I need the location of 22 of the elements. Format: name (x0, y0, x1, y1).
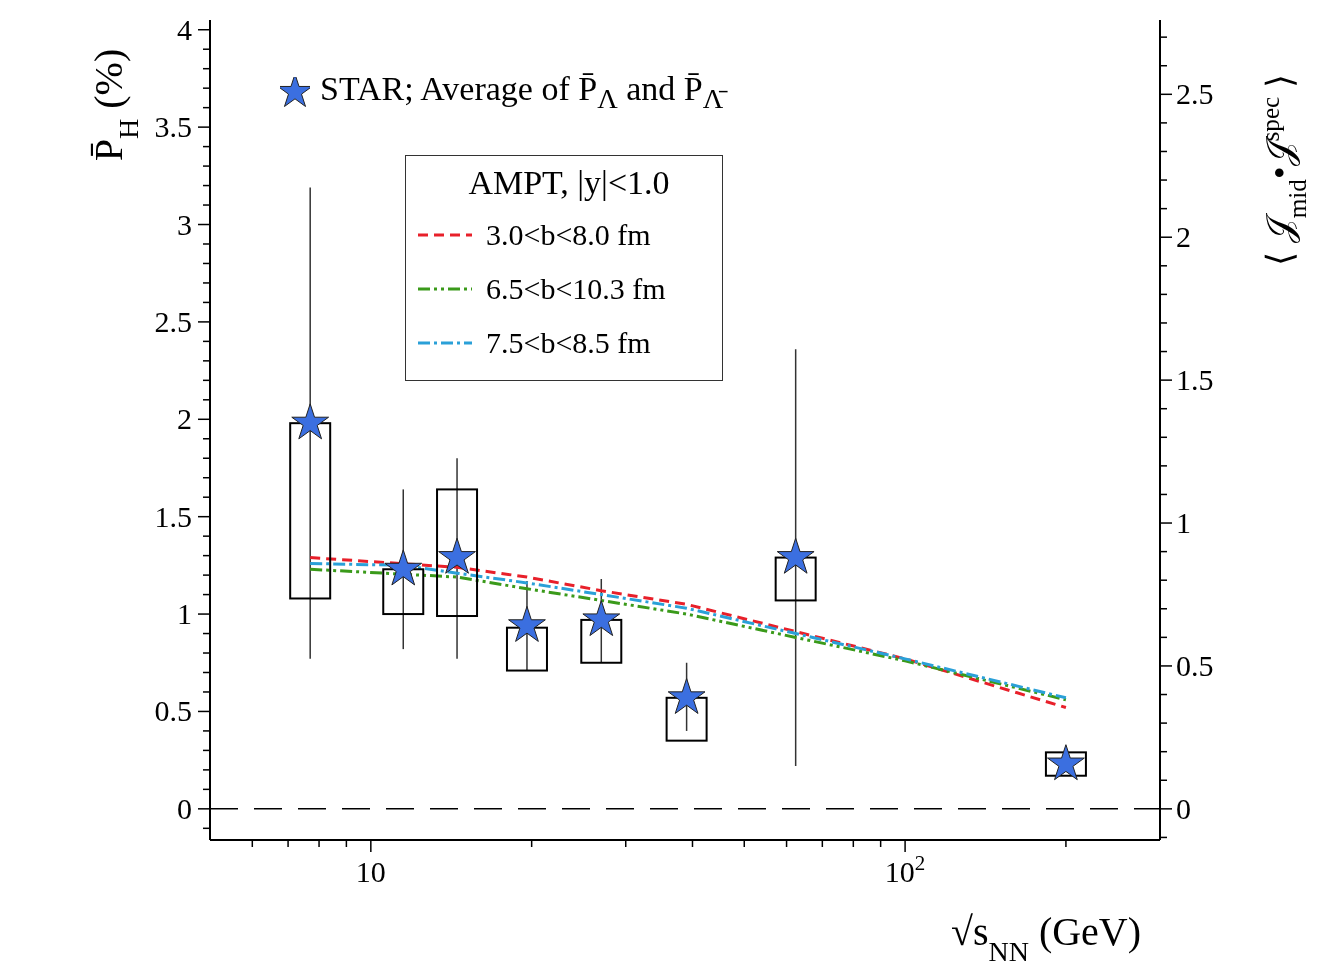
y2-tick-label: 1 (1176, 506, 1191, 540)
x-tick-label: 10$^{2}$ (884, 851, 926, 888)
y-tick-label: 4 (177, 12, 192, 46)
y2-tick-label: 0 (1176, 791, 1191, 825)
y-tick-label: 0.5 (154, 694, 192, 728)
legend-label: 3.0<b<8.0 fm (486, 217, 651, 252)
y-tick-label: 3.5 (154, 110, 192, 144)
legend-label: 7.5<b<8.5 fm (486, 325, 651, 360)
legend-title: AMPT, |y|<1.0 (467, 163, 671, 202)
y-tick-label: 0 (177, 791, 192, 825)
y2-tick-label: 1.5 (1176, 363, 1214, 397)
y-tick-label: 1.5 (154, 499, 192, 533)
y-tick-label: 3 (177, 207, 192, 241)
y-tick-label: 1 (177, 597, 192, 631)
y2-tick-label: 0.5 (1176, 648, 1214, 682)
y2-tick-label: 2.5 (1176, 77, 1214, 111)
y2-tick-label: 2 (1176, 220, 1191, 254)
y-tick-label: 2.5 (154, 304, 192, 338)
legend-label: 6.5<b<10.3 fm (486, 271, 666, 306)
y-tick-label: 2 (177, 402, 192, 436)
x-tick-label: 10 (355, 855, 386, 888)
x-axis-title: √s$_{NN}$ (GeV) (950, 909, 1142, 967)
